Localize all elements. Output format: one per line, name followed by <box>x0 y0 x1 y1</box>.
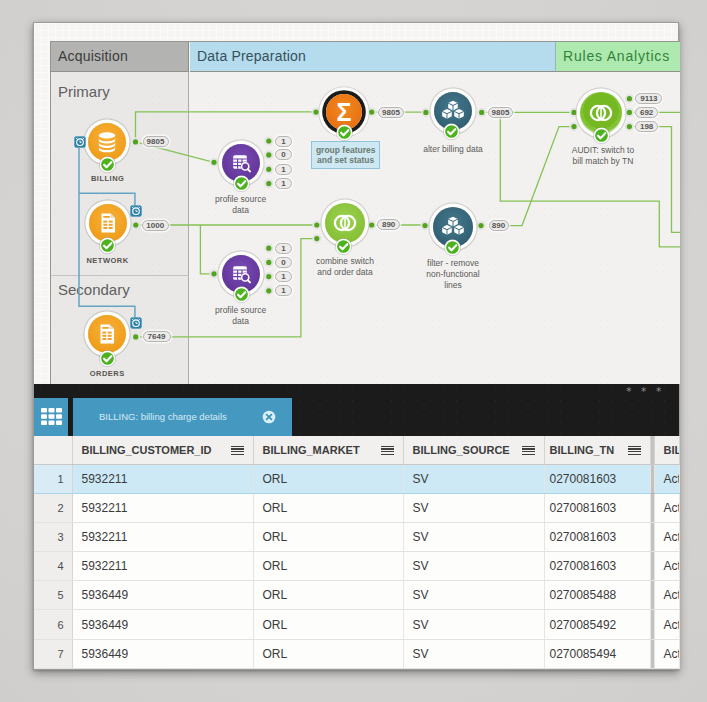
svg-text:Σ: Σ <box>336 98 351 126</box>
